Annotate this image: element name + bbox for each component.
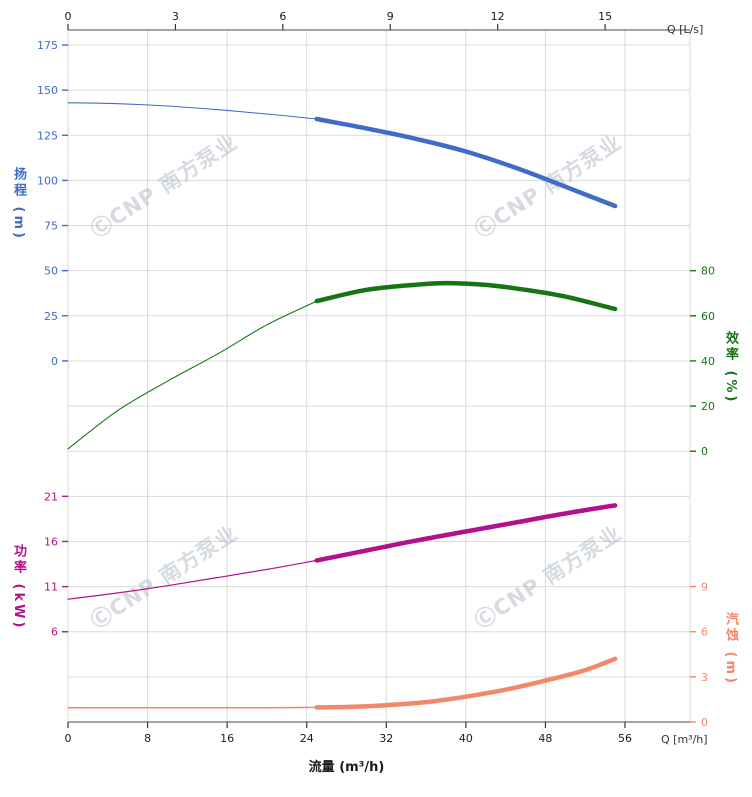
top-axis-unit-label: Q [L/s] [667,23,704,36]
bottom-axis: 0 8 16 24 32 40 48 56 [65,722,632,745]
curve-power-duty [314,503,618,563]
svg-text:9: 9 [387,10,394,23]
curve-head-thin [67,102,318,120]
power-axis: 21 16 11 6 [44,490,68,639]
svg-text:100: 100 [37,174,58,187]
svg-text:12: 12 [491,10,505,23]
npsh-axis-title: 汽蚀 (m) [723,612,738,686]
grid [67,30,691,723]
power-axis-title: 功率 (kW) [11,544,26,631]
x-axis-title: 流量 (m³/h) [308,760,385,775]
svg-text:21: 21 [44,490,58,503]
efficiency-axis: 80 60 40 20 0 [690,265,715,458]
svg-text:6: 6 [51,626,58,639]
svg-text:16: 16 [220,732,234,745]
svg-text:25: 25 [44,310,58,323]
head-axis-title: 扬程 (m) [11,167,26,241]
head-axis: 175 150 125 100 75 50 25 0 [37,39,68,368]
svg-text:40: 40 [459,732,473,745]
svg-text:75: 75 [44,220,58,233]
svg-text:6: 6 [701,626,708,639]
svg-text:50: 50 [44,265,58,278]
svg-text:15: 15 [598,10,612,23]
svg-text:125: 125 [37,129,58,142]
svg-text:3: 3 [172,10,179,23]
svg-text:80: 80 [701,265,715,278]
watermark: ⒸCNP 南方泵业 [470,521,625,634]
svg-text:0: 0 [65,10,72,23]
svg-text:6: 6 [279,10,286,23]
svg-text:32: 32 [379,732,393,745]
svg-text:0: 0 [51,355,58,368]
svg-text:175: 175 [37,39,58,52]
curve-npsh-duty [314,656,618,710]
svg-text:40: 40 [701,355,715,368]
svg-text:56: 56 [618,732,632,745]
npsh-axis: 9 6 3 0 [690,581,708,729]
top-axis: 0 3 6 9 12 15 [65,10,612,30]
svg-text:0: 0 [65,732,72,745]
svg-text:11: 11 [44,581,58,594]
svg-text:9: 9 [701,581,708,594]
svg-text:60: 60 [701,310,715,323]
curve-efficiency-duty [314,280,618,312]
svg-text:0: 0 [701,445,708,458]
svg-text:20: 20 [701,400,715,413]
efficiency-axis-title: 效率 (%) [723,331,738,405]
svg-text:150: 150 [37,84,58,97]
bottom-axis-unit-label: Q [m³/h] [661,733,708,746]
svg-text:48: 48 [538,732,552,745]
svg-text:3: 3 [701,671,708,684]
curve-power-thin [67,559,318,600]
svg-text:8: 8 [144,732,151,745]
plot-frame [68,29,690,723]
curve-efficiency-thin [67,300,318,450]
svg-text:16: 16 [44,535,58,548]
svg-text:24: 24 [300,732,314,745]
svg-text:0: 0 [701,716,708,729]
curve-head-duty [314,116,618,209]
